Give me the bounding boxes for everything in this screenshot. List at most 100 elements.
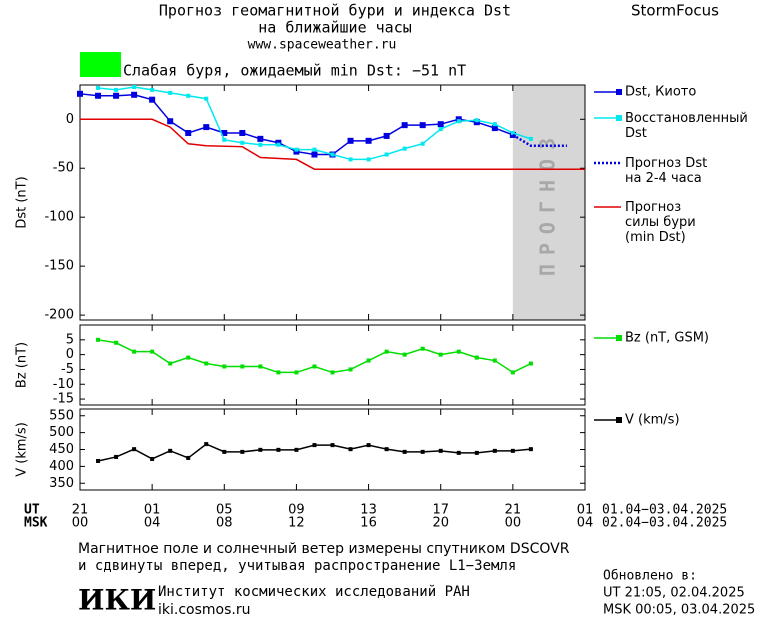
data-point — [437, 121, 444, 128]
series-line — [512, 133, 567, 147]
data-point — [366, 157, 371, 162]
data-point — [204, 96, 209, 101]
data-point — [365, 137, 372, 144]
x-tick-label: 05 — [216, 503, 233, 518]
data-point — [222, 449, 227, 454]
data-point — [348, 157, 353, 162]
legend-label: Bz (nT, GSM) — [625, 331, 709, 346]
x-tick-label: 21 — [505, 503, 522, 518]
data-point — [366, 443, 371, 448]
panel-frame — [79, 408, 586, 491]
legend-marker — [616, 417, 622, 423]
x-tick-label: 12 — [288, 516, 305, 531]
updated-msk: MSK 00:05, 03.04.2025 — [603, 603, 755, 618]
x-tick-label: 13 — [360, 503, 377, 518]
note: Магнитное поле и солнечный ветер измерен… — [78, 541, 570, 557]
data-point — [168, 90, 173, 95]
data-point — [401, 122, 408, 129]
x-tick-label: 08 — [216, 516, 233, 531]
data-point — [384, 349, 389, 354]
data-point — [96, 85, 101, 90]
data-point — [132, 349, 137, 354]
institute: Институт космических исследований РАН — [158, 584, 470, 600]
legend-marker — [616, 115, 622, 121]
data-point — [528, 447, 533, 452]
data-point — [510, 370, 515, 375]
data-point — [420, 346, 425, 351]
data-point — [438, 448, 443, 453]
forecast-region — [512, 85, 585, 320]
data-point — [186, 93, 191, 98]
data-point — [474, 450, 479, 455]
data-point — [239, 129, 246, 136]
x-tick-label: 16 — [360, 516, 377, 531]
data-point — [330, 443, 335, 448]
data-point — [347, 137, 354, 144]
data-point — [96, 458, 101, 463]
y-axis-label: V (km/s) — [15, 422, 30, 477]
data-point — [222, 364, 227, 369]
x-tick-label: 09 — [288, 503, 305, 518]
panel-frame — [79, 324, 586, 406]
data-point — [438, 352, 443, 357]
data-point — [240, 364, 245, 369]
data-point — [132, 84, 137, 89]
title: Прогноз геомагнитной бури и индекса Dst — [159, 2, 511, 20]
data-point — [258, 364, 263, 369]
legend-label: Dst, Киото — [625, 85, 696, 100]
x-tick-label: 01 — [144, 503, 161, 518]
updated-label: Обновлено в: — [603, 569, 697, 584]
ut-range: 01.04−03.04.2025 — [602, 503, 727, 518]
updated-ut: UT 21:05, 02.04.2025 — [603, 586, 745, 601]
data-point — [150, 456, 155, 461]
y-tick-label: -150 — [44, 259, 74, 274]
note: и сдвинуты вперед, учитывая распростране… — [78, 558, 516, 574]
data-point — [258, 142, 263, 147]
data-point — [348, 367, 353, 372]
legend-label: V (km/s) — [625, 413, 680, 428]
data-point — [438, 127, 443, 132]
ut-label: UT — [24, 503, 40, 518]
data-point — [491, 125, 498, 132]
series-line — [80, 118, 585, 170]
x-tick-label: 04 — [144, 516, 161, 531]
y-tick-label: 400 — [49, 459, 74, 474]
data-point — [204, 361, 209, 366]
data-point — [222, 137, 227, 142]
data-point — [203, 124, 210, 131]
series-line — [79, 93, 514, 156]
data-point — [492, 448, 497, 453]
panel-frame — [79, 84, 586, 321]
data-point — [402, 352, 407, 357]
y-tick-label: -200 — [44, 308, 74, 323]
data-point — [420, 449, 425, 454]
legend-label: Прогноз Dst на 2-4 часа — [625, 156, 707, 186]
data-point — [149, 96, 156, 103]
data-point — [330, 152, 335, 157]
data-point — [276, 142, 281, 147]
data-point — [294, 370, 299, 375]
data-point — [312, 364, 317, 369]
data-point — [186, 355, 191, 360]
y-tick-label: 350 — [49, 476, 74, 491]
data-point — [312, 147, 317, 152]
data-point — [77, 90, 83, 97]
data-point — [204, 442, 209, 447]
msk-label: MSK — [24, 516, 48, 531]
data-point — [456, 349, 461, 354]
data-point — [474, 118, 479, 123]
status-text: Слабая буря, ожидаемый min Dst: −51 nT — [123, 62, 466, 80]
site: www.spaceweather.ru — [248, 38, 397, 53]
legend-marker — [616, 335, 622, 341]
data-point — [474, 355, 479, 360]
msk-range: 02.04−03.04.2025 — [602, 516, 727, 531]
data-point — [456, 450, 461, 455]
data-point — [420, 141, 425, 146]
data-point — [384, 152, 389, 157]
data-point — [510, 448, 515, 453]
y-tick-label: -15 — [53, 392, 74, 407]
data-point — [276, 370, 281, 375]
data-point — [510, 130, 515, 135]
y-tick-label: 0 — [66, 347, 74, 362]
